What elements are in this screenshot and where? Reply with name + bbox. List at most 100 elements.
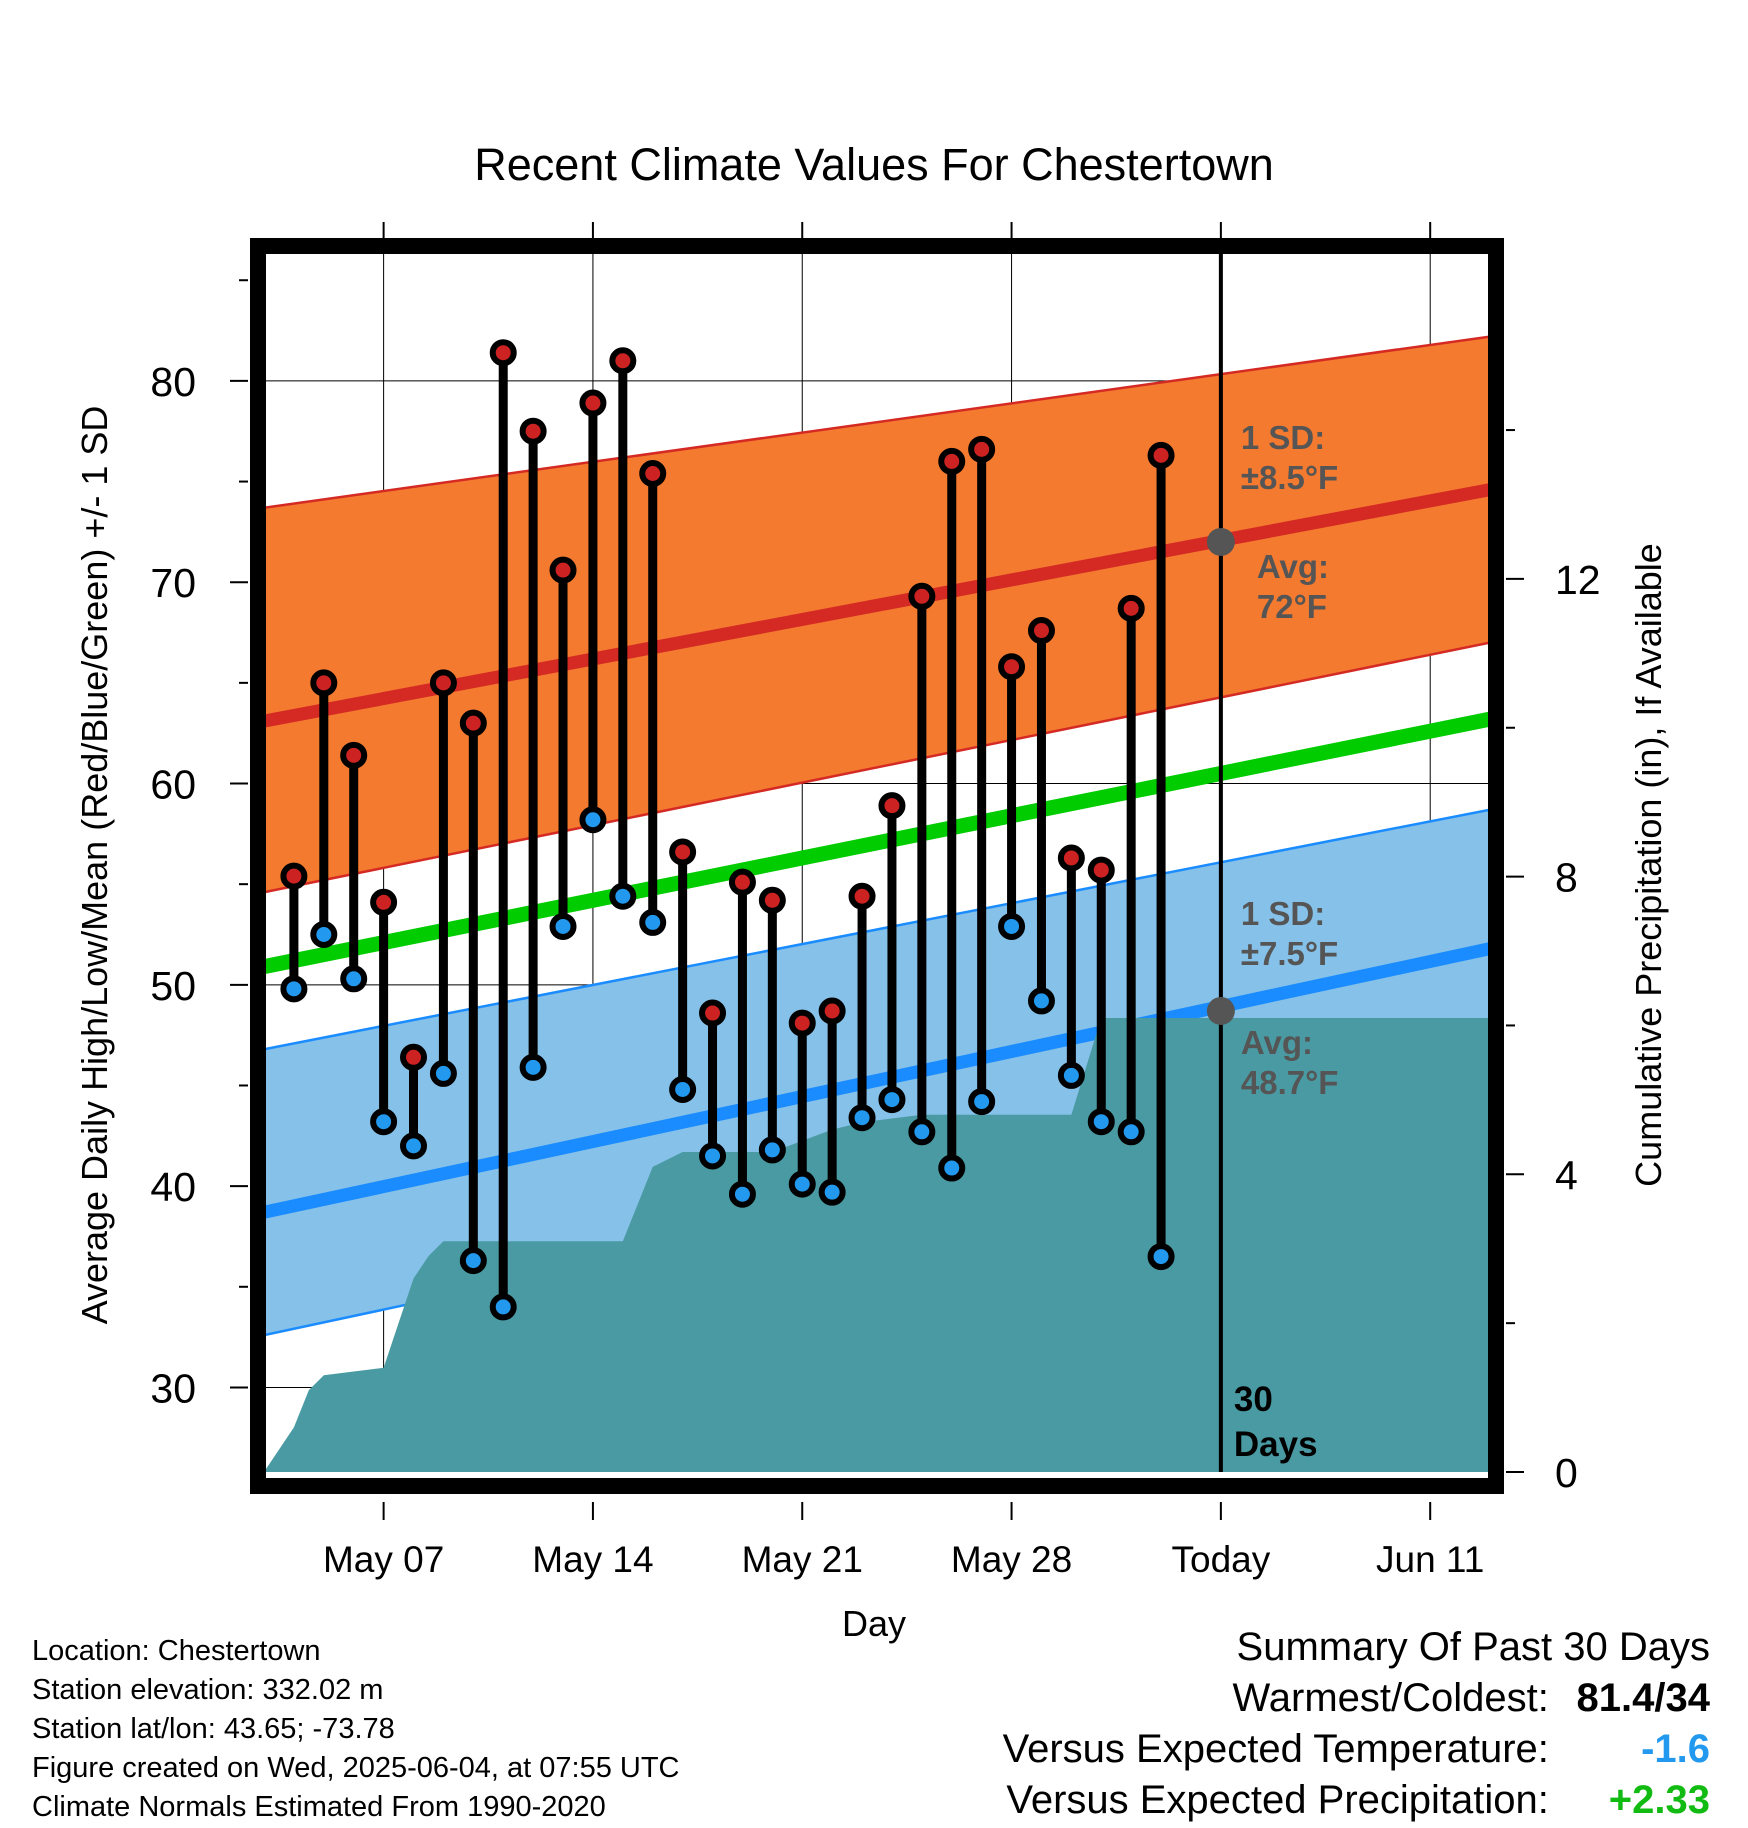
daily-range — [938, 447, 966, 1182]
info-location: Location: Chestertown — [32, 1635, 321, 1667]
daily-low-point — [998, 912, 1026, 940]
chart-title: Recent Climate Values For Chestertown — [474, 139, 1274, 190]
y2-axis-label: Cumulative Precipitation (in), If Availa… — [1628, 543, 1669, 1187]
daily-high-point — [1057, 844, 1085, 872]
normal-high-band — [264, 336, 1490, 893]
daily-high-point — [728, 868, 756, 896]
daily-range — [489, 339, 517, 1321]
daily-range — [998, 653, 1026, 940]
daily-low-point — [400, 1132, 428, 1160]
daily-range — [340, 741, 368, 993]
daily-low-point — [938, 1154, 966, 1182]
daily-range — [579, 389, 607, 834]
x-tick-label: May 28 — [951, 1539, 1072, 1580]
daily-low-point — [788, 1170, 816, 1198]
daily-low-point — [1087, 1108, 1115, 1136]
x-tick-label-today: Today — [1172, 1539, 1271, 1580]
daily-high-point — [908, 582, 936, 610]
x-tick-label: May 21 — [742, 1539, 863, 1580]
y-tick-label: 80 — [150, 359, 196, 405]
low-avg-today-dot — [1206, 996, 1235, 1025]
daily-range — [1087, 856, 1115, 1136]
daily-high-point — [429, 669, 457, 697]
daily-low-point — [669, 1076, 697, 1104]
low-sd-annotation-line: 1 SD: — [1241, 895, 1325, 932]
y-tick-label: 70 — [150, 560, 196, 606]
daily-range — [758, 886, 786, 1164]
daily-high-point — [489, 339, 517, 367]
today-window-label-line: 30 — [1234, 1380, 1273, 1419]
daily-high-point — [938, 447, 966, 475]
daily-low-point — [1057, 1061, 1085, 1089]
low-avg-annotation-line: 48.7°F — [1241, 1064, 1339, 1101]
daily-high-point — [310, 669, 338, 697]
y2-tick-label: 4 — [1555, 1152, 1578, 1198]
daily-high-point — [1027, 617, 1055, 645]
daily-low-point — [280, 975, 308, 1003]
summary-temp-value: -1.6 — [1641, 1727, 1710, 1771]
summary-panel: Summary Of Past 30 Days Warmest/Coldest:… — [1003, 1622, 1710, 1826]
daily-high-point — [340, 741, 368, 769]
summary-warmest-coldest-row: Warmest/Coldest: 81.4/34 — [1003, 1673, 1711, 1724]
info-created: Figure created on Wed, 2025-06-04, at 07… — [32, 1752, 680, 1784]
daily-high-point — [848, 882, 876, 910]
daily-range — [699, 999, 727, 1170]
daily-low-point — [579, 806, 607, 834]
info-normals: Climate Normals Estimated From 1990-2020 — [32, 1791, 606, 1823]
precipitation-layer — [264, 1018, 1490, 1472]
normal-low-average-line — [264, 942, 1490, 1219]
summary-precip-value: +2.33 — [1608, 1778, 1710, 1822]
daily-high-point — [818, 997, 846, 1025]
high-avg-annotation-line: Avg: — [1257, 548, 1329, 585]
daily-range — [549, 556, 577, 940]
daily-high-point — [669, 838, 697, 866]
today-marker-layer: 30 Days — [1218, 244, 1318, 1472]
daily-range — [429, 669, 457, 1087]
daily-low-point — [908, 1118, 936, 1146]
daily-range — [609, 347, 637, 910]
daily-high-point — [1117, 594, 1145, 622]
plot-frame — [250, 238, 1504, 1494]
daily-low-point — [459, 1247, 487, 1275]
normal-high-average-line — [264, 483, 1490, 728]
daily-low-point — [340, 965, 368, 993]
daily-high-point — [758, 886, 786, 914]
high-sd-annotation-line: ±8.5°F — [1241, 459, 1338, 496]
y-tick-label: 40 — [150, 1164, 196, 1210]
daily-low-point — [1027, 987, 1055, 1015]
summary-warmest-coldest-value: 81.4/34 — [1576, 1676, 1710, 1720]
y-axis-label: Average Daily High/Low/Mean (Red/Blue/Gr… — [74, 406, 115, 1325]
info-latlon: Station lat/lon: 43.65; -73.78 — [32, 1713, 395, 1745]
daily-range — [669, 838, 697, 1104]
daily-high-point — [280, 862, 308, 890]
y2-tick-label: 8 — [1555, 855, 1578, 901]
daily-low-point — [310, 920, 338, 948]
summary-precip-label: Versus Expected Precipitation: — [1006, 1778, 1549, 1822]
daily-high-point — [579, 389, 607, 417]
high-avg-annotation: Avg: 72°F — [1257, 548, 1329, 625]
daily-range — [848, 882, 876, 1132]
daily-high-point — [699, 999, 727, 1027]
daily-high-point — [998, 653, 1026, 681]
normal-low-band — [264, 809, 1490, 1336]
daily-range — [400, 1043, 428, 1160]
cumulative-precipitation-area — [264, 1018, 1490, 1472]
low-sd-annotation-line: ±7.5°F — [1241, 935, 1338, 972]
normal-low-upper-edge — [264, 808, 1490, 1051]
y-tick-label: 60 — [150, 762, 196, 808]
normal-high-lower-edge — [264, 641, 1490, 894]
daily-temperature-bars — [280, 339, 1175, 1321]
daily-range — [459, 709, 487, 1275]
x-tick-label: May 07 — [323, 1539, 444, 1580]
daily-high-point — [609, 347, 637, 375]
daily-range — [908, 582, 936, 1146]
summary-temp-label: Versus Expected Temperature: — [1002, 1727, 1549, 1771]
daily-range — [818, 997, 846, 1206]
y-tick-label: 50 — [150, 963, 196, 1009]
normal-bands — [264, 335, 1490, 1337]
high-avg-annotation-line: 72°F — [1257, 588, 1327, 625]
daily-range — [728, 868, 756, 1208]
daily-low-point — [609, 882, 637, 910]
daily-range — [1057, 844, 1085, 1089]
